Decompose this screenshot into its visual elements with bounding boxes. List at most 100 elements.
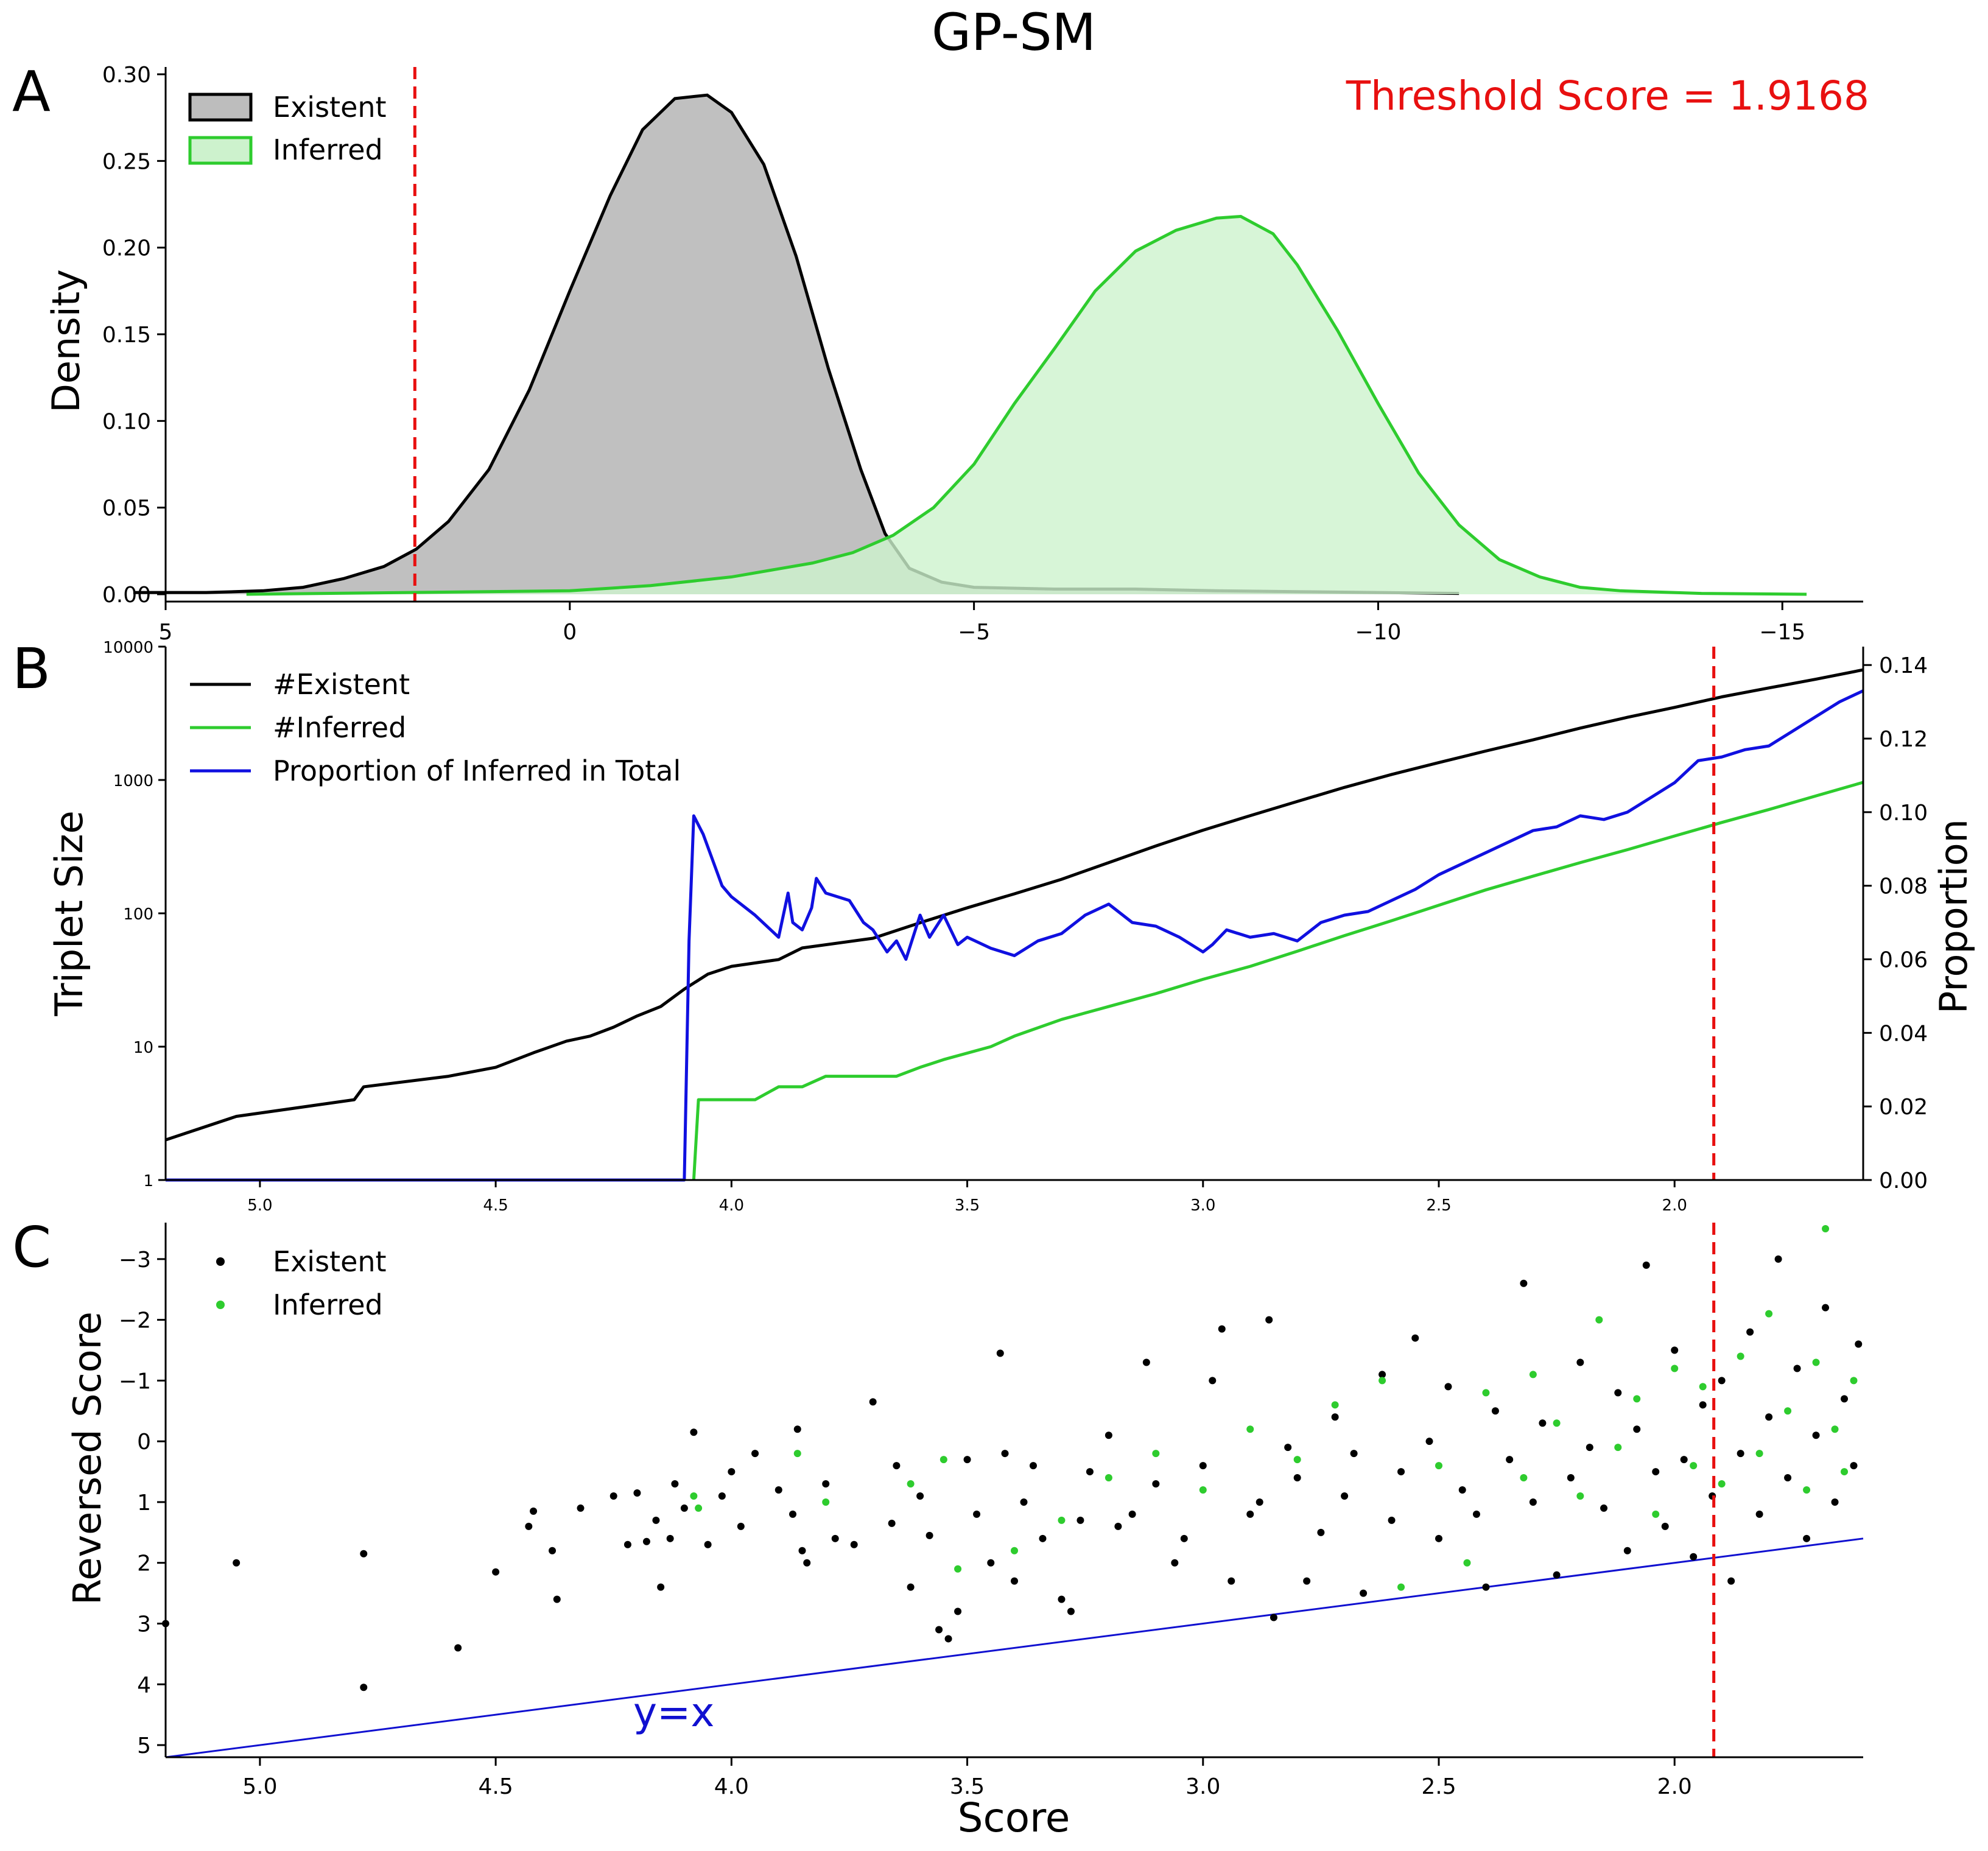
point-existent [652, 1516, 660, 1524]
point-existent [1218, 1325, 1226, 1333]
triplet-x-tick-label: 3.5 [955, 1196, 980, 1215]
point-existent [1317, 1528, 1325, 1536]
point-existent [1699, 1401, 1707, 1409]
point-inferred [1614, 1444, 1622, 1452]
proportion-y-tick-label: 0.12 [1879, 727, 1928, 752]
point-existent [1350, 1450, 1358, 1458]
triplet-y-tick-label: 1000 [113, 772, 153, 790]
point-existent [973, 1510, 981, 1518]
point-existent [1491, 1407, 1499, 1415]
point-existent [549, 1547, 557, 1554]
proportion-y-tick-label: 0.10 [1879, 801, 1928, 826]
legend-swatch-inferred [188, 136, 253, 165]
scatter-y-tick-label: −2 [119, 1308, 151, 1333]
point-inferred [1246, 1425, 1254, 1433]
point-existent [789, 1510, 797, 1518]
point-existent [1529, 1498, 1537, 1506]
point-existent [1331, 1413, 1339, 1421]
point-existent [690, 1428, 698, 1436]
proportion-y-tick-label: 0.02 [1879, 1095, 1928, 1120]
point-existent [774, 1486, 782, 1494]
density-y-tick-label: 0.15 [102, 323, 151, 348]
point-existent [454, 1644, 462, 1652]
point-inferred [1379, 1377, 1386, 1385]
point-existent [831, 1534, 839, 1542]
point-existent [1623, 1547, 1631, 1554]
point-existent [1774, 1255, 1782, 1263]
point-existent [1661, 1522, 1669, 1530]
point-inferred [1011, 1547, 1018, 1554]
proportion-y-tick-label: 0.08 [1879, 874, 1928, 899]
point-existent [1303, 1577, 1311, 1585]
point-existent [1152, 1480, 1160, 1488]
triplet-y-tick-label: 1 [143, 1172, 153, 1190]
legend-label-scatter-existent: Existent [273, 1245, 387, 1278]
point-existent [1388, 1516, 1396, 1524]
point-existent [623, 1540, 631, 1548]
point-inferred [1699, 1383, 1707, 1391]
point-existent [1114, 1522, 1122, 1530]
point-existent [1803, 1534, 1811, 1542]
triplet-x-tick-label: 4.5 [483, 1196, 508, 1215]
scatter-y-tick-label: 2 [137, 1551, 151, 1576]
point-existent [1029, 1462, 1037, 1470]
point-existent [1567, 1474, 1575, 1482]
point-inferred [907, 1480, 915, 1488]
point-inferred [1199, 1486, 1207, 1494]
scatter-y-tick-label: 3 [137, 1612, 151, 1637]
point-existent [1011, 1577, 1018, 1585]
proportion-y-tick-label: 0.04 [1879, 1021, 1928, 1046]
point-existent [888, 1519, 896, 1527]
density-y-tick-label: 0.05 [102, 496, 151, 521]
point-existent [926, 1531, 933, 1539]
scatter-y-tick-label: 0 [137, 1430, 151, 1455]
point-existent [1199, 1462, 1207, 1470]
point-inferred [1105, 1474, 1112, 1482]
density-y-tick-label: 0.10 [102, 409, 151, 434]
triplet-y-tick-label: 10000 [103, 639, 153, 657]
point-existent [1812, 1431, 1820, 1439]
point-existent [963, 1456, 971, 1464]
point-existent [704, 1540, 712, 1548]
point-existent [893, 1462, 901, 1470]
point-inferred [1822, 1224, 1830, 1232]
density-y-tick-label: 0.25 [102, 149, 151, 174]
scatter-y-tick-label: −3 [119, 1248, 151, 1273]
point-inferred [1765, 1310, 1773, 1318]
proportion-y-tick-label: 0.06 [1879, 948, 1928, 973]
point-existent [492, 1568, 500, 1576]
point-existent [1553, 1571, 1561, 1579]
point-existent [1614, 1389, 1622, 1397]
point-existent [1520, 1279, 1528, 1287]
legend-label-num-inferred: #Inferred [273, 711, 406, 744]
point-existent [1058, 1595, 1066, 1603]
point-existent [1397, 1468, 1405, 1476]
triplet-x-tick-label: 2.0 [1662, 1196, 1687, 1215]
point-inferred [1293, 1456, 1301, 1464]
point-existent [1576, 1358, 1584, 1366]
scatter-x-tick-label: 4.5 [478, 1774, 513, 1799]
point-existent [1793, 1365, 1801, 1372]
point-existent [1020, 1498, 1028, 1506]
point-existent [1086, 1468, 1094, 1476]
series-line-2 [166, 689, 1864, 1182]
point-existent [1652, 1468, 1660, 1476]
scatter-y-tick-label: −1 [119, 1369, 151, 1394]
point-existent [954, 1607, 962, 1615]
density-y-tick-label: 0.20 [102, 236, 151, 261]
point-existent [530, 1507, 538, 1515]
point-existent [1246, 1510, 1254, 1518]
density-y-tick-label: 0.30 [102, 63, 151, 88]
point-inferred [695, 1504, 703, 1512]
density-curve-inferred [246, 214, 1807, 596]
legend-swatch-existent [188, 93, 253, 122]
density-chart: 5 0 −5 −10 −15 0.00 0.05 0.10 0.15 0.20 0.25 0.30 D… [44, 63, 1869, 645]
density-area-existent [133, 95, 1459, 594]
point-existent [553, 1595, 561, 1603]
point-existent [1435, 1534, 1442, 1542]
triplet-x-tick-label: 5.0 [247, 1196, 272, 1215]
triplet-y-tick-label: 100 [123, 905, 153, 924]
point-existent [1142, 1358, 1150, 1366]
density-legend: Existent Inferred [188, 91, 387, 166]
point-inferred [793, 1450, 801, 1458]
